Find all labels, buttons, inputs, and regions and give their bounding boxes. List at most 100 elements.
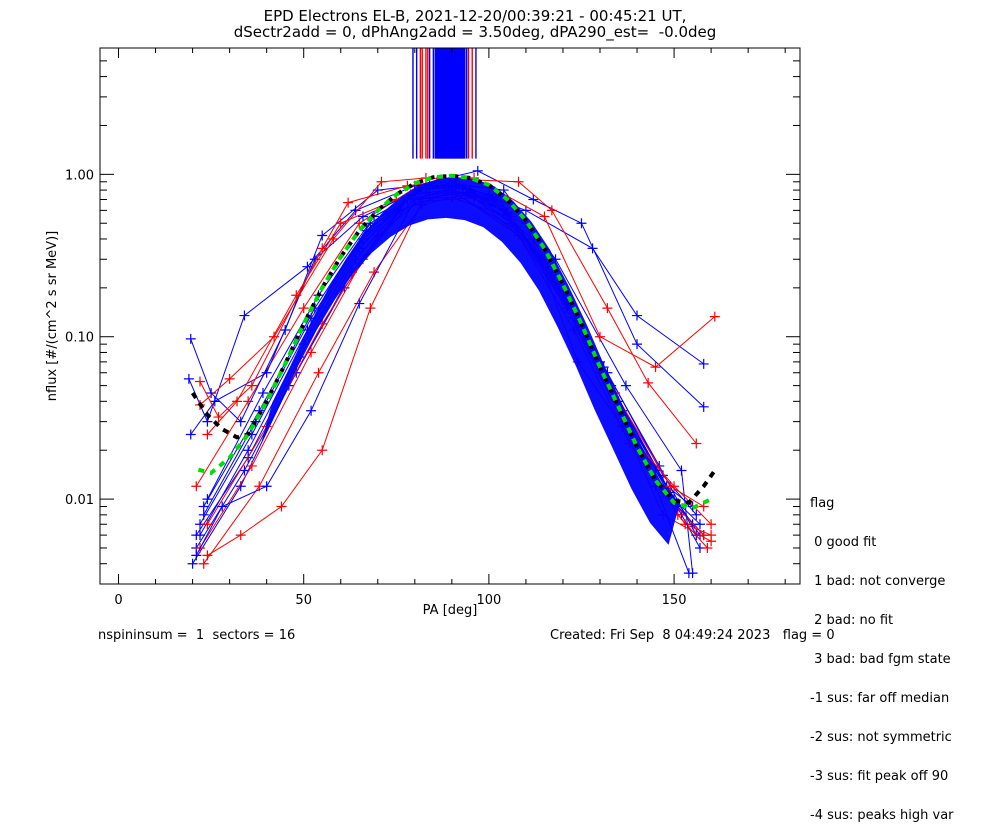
data-point-marker xyxy=(243,396,254,407)
trace-blue-core-3 xyxy=(195,189,701,549)
trace-blue-core-1 xyxy=(199,185,694,536)
data-point-marker xyxy=(217,501,228,512)
x-tick-label: 50 xyxy=(295,593,312,608)
data-point-marker xyxy=(539,211,550,222)
trace-blue-low-1 xyxy=(195,191,690,574)
y-tick-label: 0.01 xyxy=(65,493,94,508)
trace-blue-core-5 xyxy=(192,191,701,564)
data-point-marker xyxy=(246,380,257,391)
axes-group: 0 50 100 150 0.01 0.10 1.00 xyxy=(65,48,800,608)
data-point-marker xyxy=(202,494,213,505)
data-point-marker xyxy=(202,550,213,561)
legend-item: 0 good fit xyxy=(810,535,877,550)
x-axis-label: PA [deg] xyxy=(423,603,478,618)
data-point-marker xyxy=(302,261,313,272)
data-point-marker xyxy=(235,530,246,541)
data-point-marker xyxy=(261,481,272,492)
chart-plot: 0 50 100 150 0.01 0.10 1.00 PA [deg] nflux [#/… xyxy=(45,47,801,618)
x-tick-label: 150 xyxy=(662,593,687,608)
data-point-marker xyxy=(232,396,243,407)
fit-curves-group xyxy=(190,173,717,511)
y-tick-label: 1.00 xyxy=(65,168,94,183)
data-point-marker xyxy=(676,465,687,476)
legend-title: flag xyxy=(810,496,835,511)
data-point-marker xyxy=(291,290,302,301)
data-point-marker xyxy=(343,197,354,208)
data-point-marker xyxy=(198,501,209,512)
flag-legend: flag 0 good fit 1 bad: not converge 2 ba… xyxy=(810,471,954,835)
data-point-marker xyxy=(706,536,717,547)
data-point-marker xyxy=(202,416,213,427)
legend-item: 2 bad: no fit xyxy=(810,613,894,628)
data-point-marker xyxy=(198,558,209,569)
legend-item: 3 bad: bad fgm state xyxy=(810,652,951,667)
data-point-marker xyxy=(195,376,205,387)
x-tick-label: 0 xyxy=(114,593,122,608)
fit-curve-green-dashed xyxy=(192,173,712,511)
data-point-marker xyxy=(239,310,250,321)
chart-title-line-1: EPD Electrons EL-B, 2021-12-20/00:39:21 … xyxy=(263,7,687,25)
data-point-marker xyxy=(224,373,235,384)
legend-item: -1 sus: far off median xyxy=(810,691,950,706)
data-point-marker xyxy=(206,388,217,399)
x-tick-label: 100 xyxy=(476,593,501,608)
data-point-marker xyxy=(354,298,365,309)
data-point-marker xyxy=(695,519,705,530)
data-point-marker xyxy=(498,185,509,196)
footer-info-left: nspininsum = 1 sectors = 16 xyxy=(98,628,296,643)
data-point-marker xyxy=(691,509,702,520)
data-point-marker xyxy=(269,331,280,342)
data-point-marker xyxy=(702,542,713,553)
data-point-marker xyxy=(620,380,631,391)
data-point-marker xyxy=(257,388,268,399)
data-point-marker xyxy=(528,194,539,205)
vertical-lines-group xyxy=(412,48,477,159)
data-point-marker xyxy=(187,558,198,569)
data-point-marker xyxy=(185,429,196,440)
data-point-marker xyxy=(513,176,524,187)
data-point-marker xyxy=(350,205,361,216)
dense-trace-band xyxy=(261,177,680,545)
data-point-marker xyxy=(191,481,202,492)
trace-blue-outlier-3 xyxy=(190,181,694,574)
y-tick-label: 0.10 xyxy=(65,331,94,346)
data-point-marker xyxy=(191,550,202,561)
data-point-marker xyxy=(191,530,202,541)
data-point-marker xyxy=(365,303,376,314)
chart-title-line-2: dSectr2add = 0, dPhAng2add = 3.50deg, dP… xyxy=(233,23,717,41)
data-point-marker xyxy=(306,347,317,358)
data-point-marker xyxy=(376,176,387,187)
data-point-marker xyxy=(595,331,605,342)
data-point-marker xyxy=(317,230,328,241)
legend-item: -4 sus: peaks high var xyxy=(810,808,954,823)
data-point-marker xyxy=(213,412,224,423)
data-point-marker xyxy=(183,373,194,384)
data-point-marker xyxy=(520,205,531,216)
data-point-marker xyxy=(602,303,613,314)
footer-info-right: Created: Fri Sep 8 04:49:24 2023 flag = … xyxy=(550,628,835,643)
data-point-marker xyxy=(632,339,643,350)
data-point-marker xyxy=(313,367,324,378)
traces-group xyxy=(183,165,720,579)
legend-item: -3 sus: fit peak off 90 xyxy=(810,769,949,784)
y-axis-label: nflux [#/(cm^2 s sr MeV)] xyxy=(45,231,60,401)
legend-item: -2 sus: not symmetric xyxy=(810,730,952,745)
data-point-marker xyxy=(709,311,720,322)
data-point-marker xyxy=(202,519,213,530)
data-point-marker xyxy=(235,416,246,427)
data-point-marker xyxy=(643,377,654,388)
data-point-marker xyxy=(185,333,196,344)
data-point-marker xyxy=(691,438,702,449)
data-point-marker xyxy=(335,218,346,229)
data-point-marker xyxy=(632,310,643,321)
data-point-marker xyxy=(317,445,328,456)
data-point-marker xyxy=(546,205,557,216)
data-point-marker xyxy=(261,367,272,378)
vertical-line-block xyxy=(435,48,465,159)
data-point-marker xyxy=(698,401,709,412)
data-point-marker xyxy=(472,165,483,176)
data-point-marker xyxy=(650,362,661,373)
data-point-marker xyxy=(276,501,287,512)
model-curve-black-dashed xyxy=(190,173,717,505)
legend-item: 1 bad: not converge xyxy=(810,574,946,589)
